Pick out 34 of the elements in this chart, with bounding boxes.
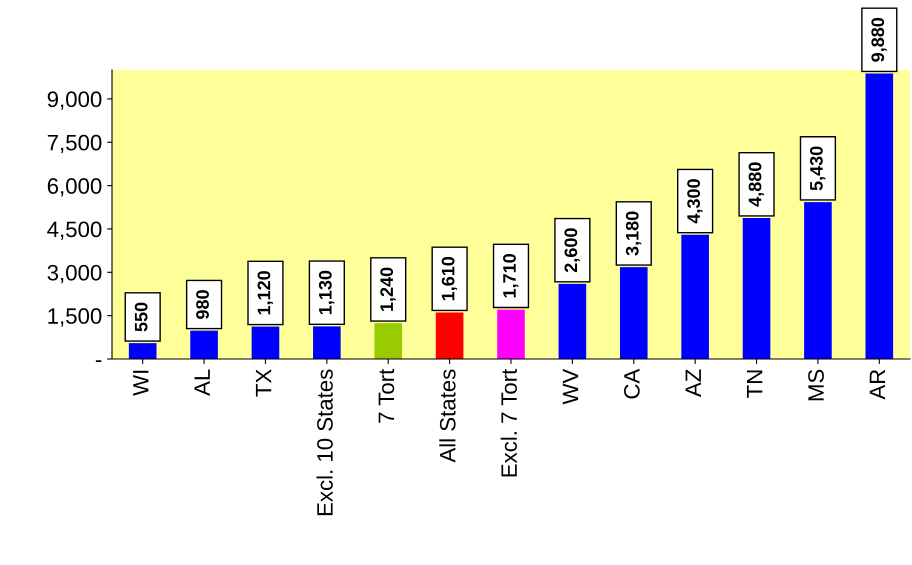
x-tick-label: AR — [870, 370, 886, 400]
x-tick-label: AZ — [686, 369, 701, 398]
data-label: 1,130 — [318, 270, 334, 314]
y-tick-label: 1,500 — [48, 308, 102, 327]
data-label: 1,710 — [503, 254, 518, 298]
x-tick-label: Excl. 7 Tort — [500, 368, 517, 476]
bar — [128, 343, 157, 359]
data-label: 1,120 — [258, 271, 273, 314]
data-label: 9,880 — [871, 18, 887, 62]
x-tick-label: TX — [256, 369, 272, 397]
y-tick-label: 9,000 — [48, 91, 102, 110]
x-tick-label: TN — [746, 370, 762, 398]
x-tick-label: MS — [808, 370, 824, 400]
data-label: 2,600 — [564, 228, 580, 272]
data-label: 4,300 — [687, 179, 703, 224]
data-label: 550 — [134, 302, 148, 332]
data-label: 3,180 — [626, 212, 642, 256]
x-tick-label: 7 Tort — [378, 368, 394, 423]
y-tick-label: 3,000 — [48, 264, 102, 284]
data-label: 1,610 — [442, 256, 458, 300]
data-label: 5,430 — [810, 146, 826, 190]
data-label: 4,880 — [748, 162, 764, 207]
x-tick-label: AL — [194, 369, 210, 396]
y-tick-label: 7,500 — [48, 134, 102, 154]
x-tick-label: All States — [439, 370, 456, 463]
data-label: 980 — [196, 290, 209, 319]
x-tick-label: WV — [562, 368, 578, 404]
y-tick-label: 4,500 — [47, 221, 102, 240]
x-tick-label: CA — [624, 368, 640, 398]
data-label: 1,240 — [380, 268, 396, 311]
y-tick-label: 6,000 — [48, 178, 102, 196]
y-tick-label: - — [96, 360, 102, 362]
x-tick-label: WI — [133, 370, 148, 396]
x-tick-label: Excl. 10 States — [316, 370, 333, 516]
